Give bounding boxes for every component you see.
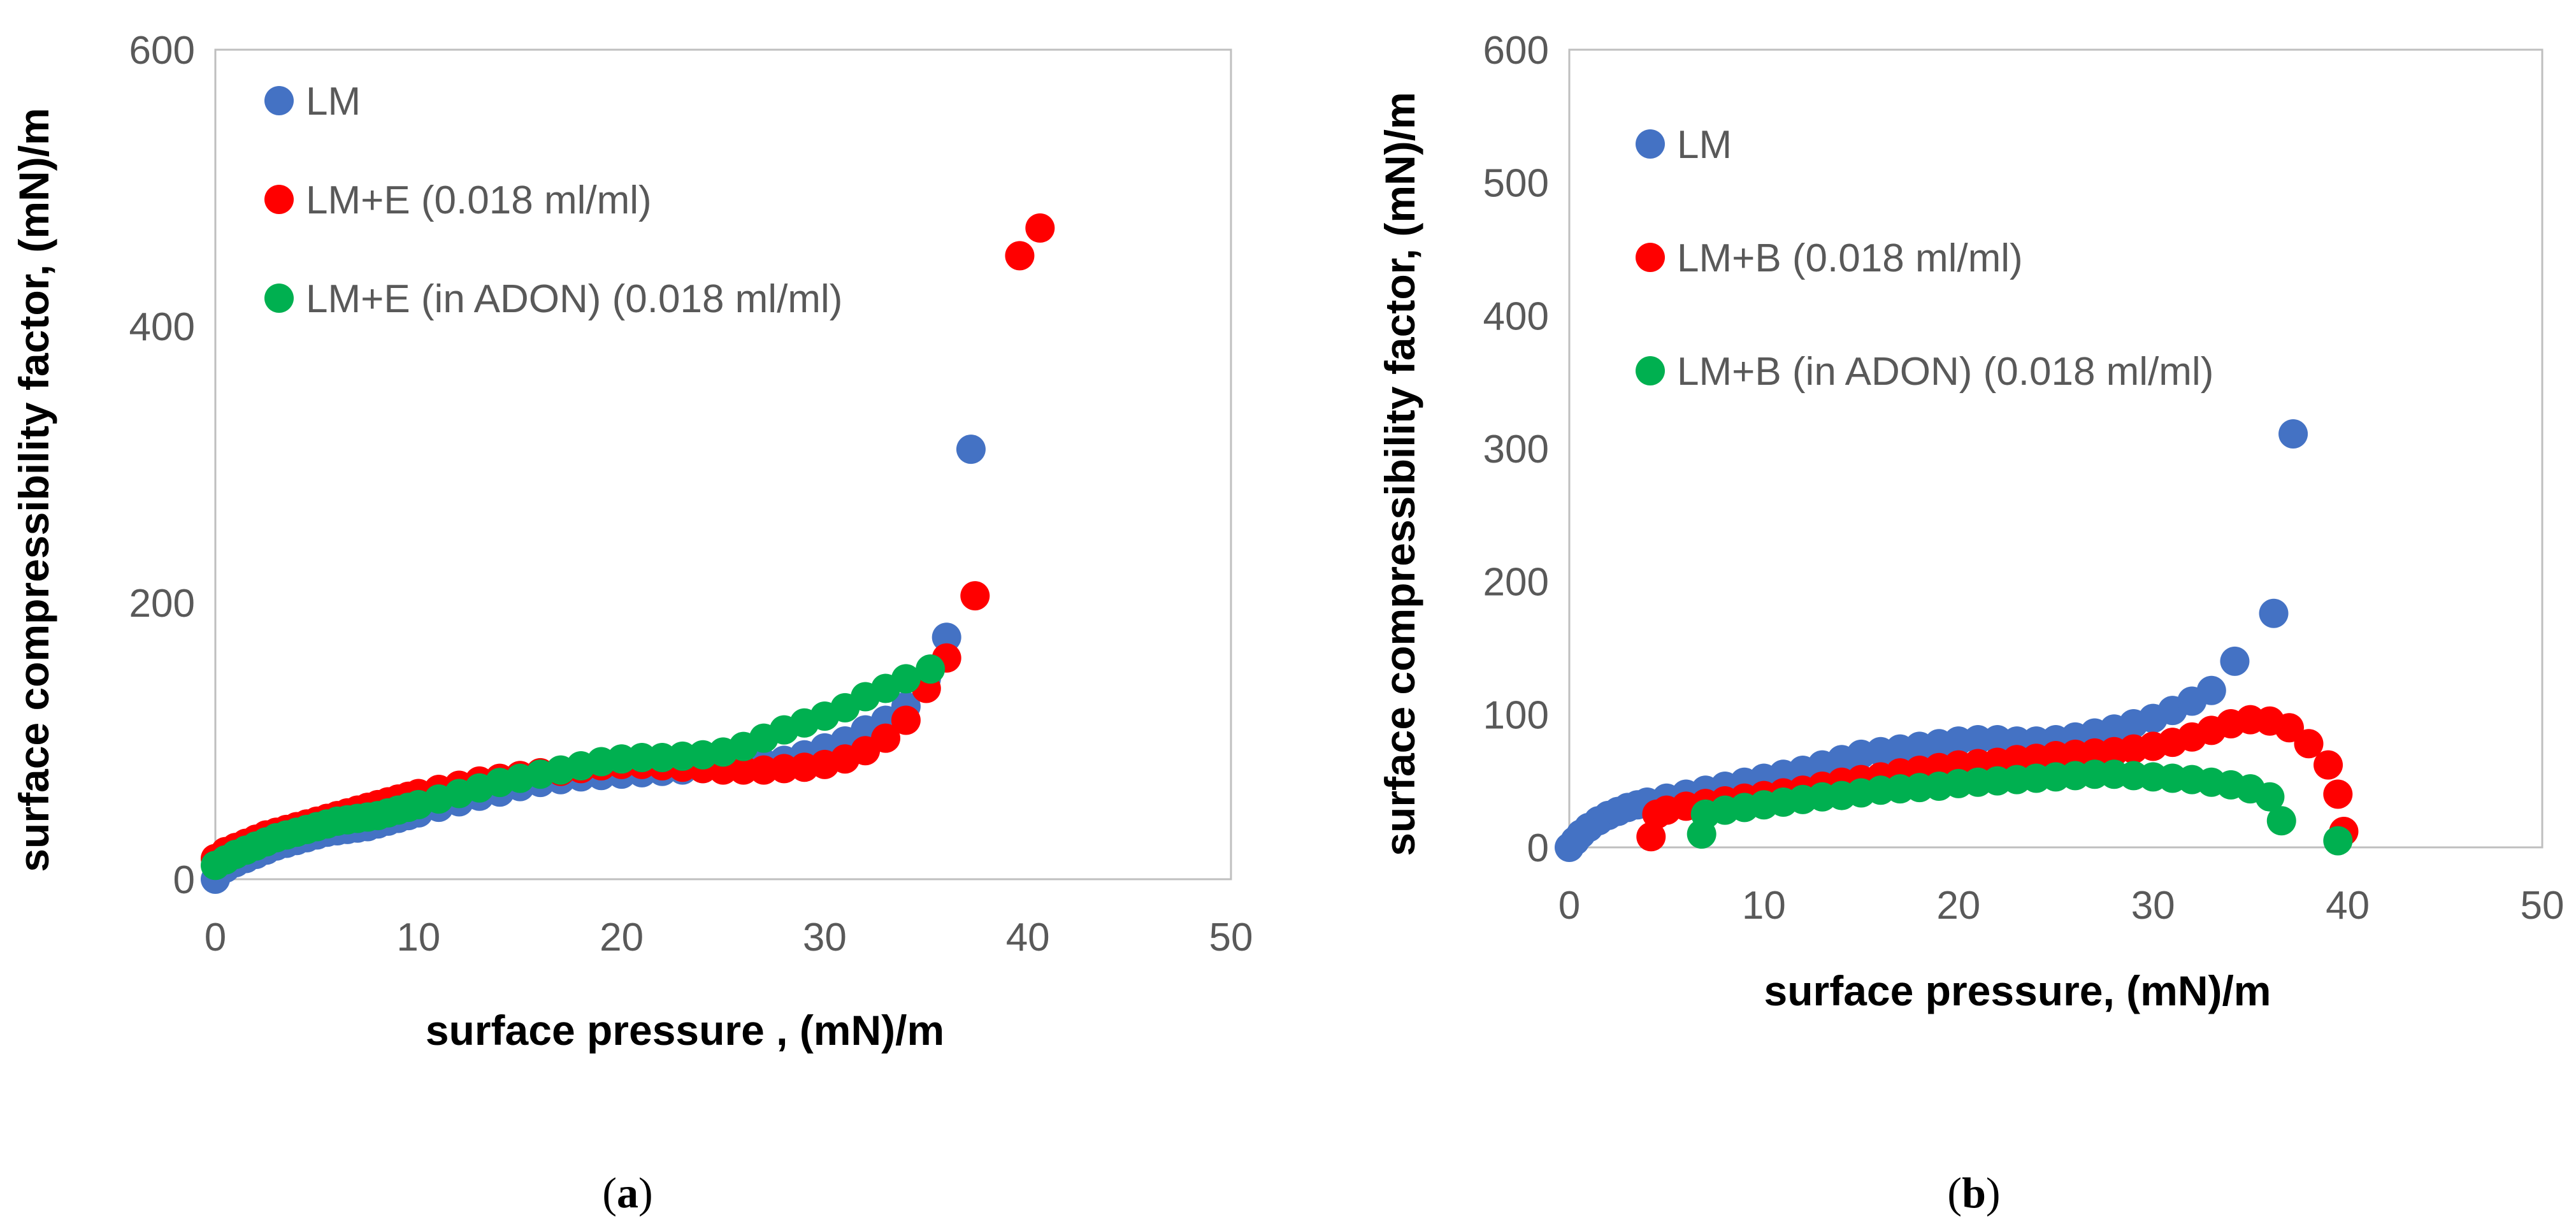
y-tick-label: 600 [129,29,195,73]
x-tick-label: 10 [1742,884,1786,928]
panel-caption-letter: b [1962,1168,1986,1217]
data-point [891,664,921,694]
data-point [932,622,961,652]
x-tick-label: 10 [396,916,440,959]
series-0 [1555,419,2308,862]
legend-label: LM+E (in ADON) (0.018 ml/ml) [306,277,842,321]
data-point [2323,826,2353,856]
data-point [627,743,657,773]
x-tick-label: 20 [1936,884,1980,928]
x-tick-label: 0 [205,916,226,959]
y-axis-title: surface compressibility factor, (mN)/m [10,108,57,872]
data-point [2278,419,2308,449]
data-point [2220,646,2250,676]
y-tick-label: 0 [173,858,195,902]
data-point [956,435,986,464]
x-tick-label: 40 [2326,884,2370,928]
legend-label: LM+B (in ADON) (0.018 ml/ml) [1677,350,2213,394]
series-2 [1687,759,2353,856]
data-point [2266,806,2296,836]
data-point [916,654,946,684]
legend: LM LM+E (0.018 ml/ml) LM+E (in ADON) (0.01… [264,80,842,321]
data-point [2294,729,2324,759]
legend-label: LM [1677,123,1732,167]
chart-panel-a: 0 200 400 600 0 10 20 30 40 50 surface pressure , … [10,29,1253,1217]
panel-caption: (a) [602,1168,652,1217]
legend-marker [264,185,294,214]
legend-label: LM+B (0.018 ml/ml) [1677,236,2023,280]
data-point [2196,675,2226,705]
y-tick-label: 200 [1483,561,1549,605]
data-point [2255,782,2285,812]
data-point [871,723,901,753]
data-point [1636,822,1666,852]
y-axis-title: surface compressibility factor, (mN)/m [1376,92,1423,856]
y-tick-label: 100 [1483,693,1549,737]
y-tick-label: 200 [129,582,195,626]
data-point [2323,779,2353,809]
y-tick-label: 400 [1483,294,1549,338]
panel-caption-letter: a [617,1168,638,1217]
data-point [728,755,758,785]
y-tick-label: 400 [129,305,195,349]
x-axis-title: surface pressure , (mN)/m [426,1007,944,1054]
x-tick-label: 20 [600,916,644,959]
data-point [1005,241,1035,271]
data-point [2259,598,2289,628]
x-tick-label: 40 [1006,916,1050,959]
panel-caption: (b) [1947,1168,2000,1217]
x-axis-title: surface pressure, (mN)/m [1764,967,2271,1014]
y-tick-label: 600 [1483,29,1549,73]
legend-marker [1636,356,1665,385]
legend: LM LM+B (0.018 ml/ml) LM+B (in ADON) (0.01… [1636,123,2213,394]
data-point [960,581,990,611]
x-tick-label: 50 [2521,884,2565,928]
legend-label: LM [306,80,361,124]
data-point [891,705,921,735]
x-tick-label: 30 [2131,884,2175,928]
legend-marker [1636,243,1665,272]
legend-label: LM+E (0.018 ml/ml) [306,178,652,222]
x-tick-label: 50 [1209,916,1253,959]
series-2 [201,654,946,880]
data-point [2313,750,2343,780]
data-point [2274,713,2304,743]
legend-marker [1636,129,1665,159]
x-tick-label: 0 [1558,884,1580,928]
chart-panel-b: 0 100 200 300 400 500 600 0 10 20 30 40 50 surface pr… [1376,29,2564,1217]
plot-area-border [1568,48,2544,849]
y-tick-label: 500 [1483,162,1549,206]
x-tick-label: 30 [803,916,847,959]
legend-marker [264,86,294,115]
y-tick-label: 300 [1483,428,1549,471]
data-point [1025,213,1055,243]
plot-area-border [214,48,1232,880]
legend-marker [264,284,294,313]
y-tick-label: 0 [1527,826,1549,870]
